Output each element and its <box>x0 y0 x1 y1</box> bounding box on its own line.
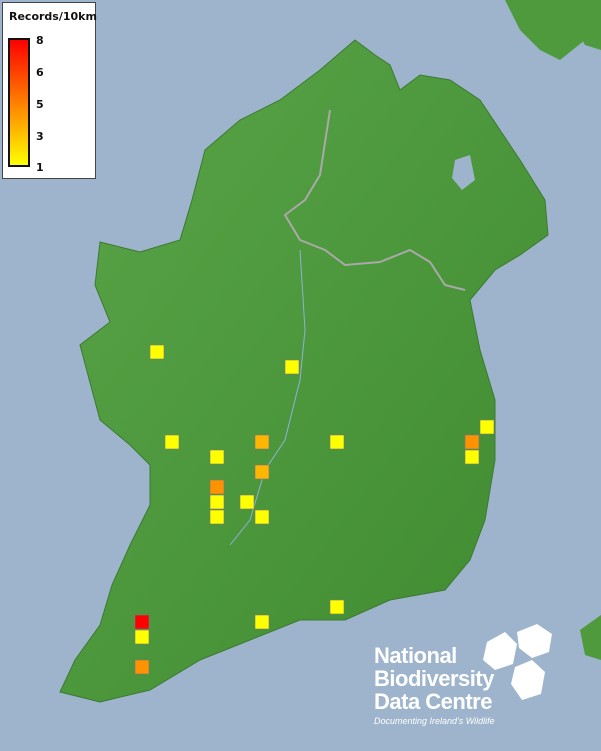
legend-tick: 1 <box>36 161 44 174</box>
legend-tick: 6 <box>36 66 44 79</box>
record-square[interactable] <box>149 344 165 360</box>
record-square[interactable] <box>329 434 345 450</box>
record-square[interactable] <box>254 614 270 630</box>
record-square[interactable] <box>164 434 180 450</box>
lough-neagh <box>452 155 475 190</box>
record-square[interactable] <box>134 614 150 630</box>
legend: Records/10km 8 6 5 3 1 <box>2 2 97 179</box>
record-square[interactable] <box>464 434 480 450</box>
legend-color-scale <box>8 38 30 167</box>
border-line <box>283 109 466 291</box>
record-square[interactable] <box>209 479 225 495</box>
legend-tick: 5 <box>36 98 44 111</box>
record-square[interactable] <box>254 464 270 480</box>
ireland-landmass <box>59 39 549 703</box>
legend-title: Records/10km <box>9 10 97 23</box>
wales-landmass <box>580 615 601 660</box>
record-square[interactable] <box>134 629 150 645</box>
river-shannon <box>229 249 306 546</box>
record-square[interactable] <box>134 659 150 675</box>
logo-line-2: Biodiversity <box>374 666 494 691</box>
legend-tick: 3 <box>36 130 44 143</box>
nbdc-logo: National Biodiversity Data Centre Docume… <box>372 622 562 732</box>
record-square[interactable] <box>209 509 225 525</box>
legend-tick: 8 <box>36 34 44 47</box>
record-square[interactable] <box>209 494 225 510</box>
record-square[interactable] <box>254 509 270 525</box>
record-square[interactable] <box>209 449 225 465</box>
logo-text: National Biodiversity Data Centre <box>374 644 494 713</box>
record-square[interactable] <box>239 494 255 510</box>
record-square[interactable] <box>284 359 300 375</box>
records-layer <box>134 344 495 675</box>
record-square[interactable] <box>254 434 270 450</box>
logo-line-3: Data Centre <box>374 689 492 714</box>
record-square[interactable] <box>479 419 495 435</box>
logo-line-1: National <box>374 643 457 668</box>
logo-hexagons-icon <box>483 624 552 700</box>
record-square[interactable] <box>464 449 480 465</box>
scotland-south-landmass <box>560 0 601 50</box>
scotland-landmass <box>505 0 585 60</box>
logo-tagline: Documenting Ireland's Wildlife <box>374 716 495 726</box>
record-square[interactable] <box>329 599 345 615</box>
